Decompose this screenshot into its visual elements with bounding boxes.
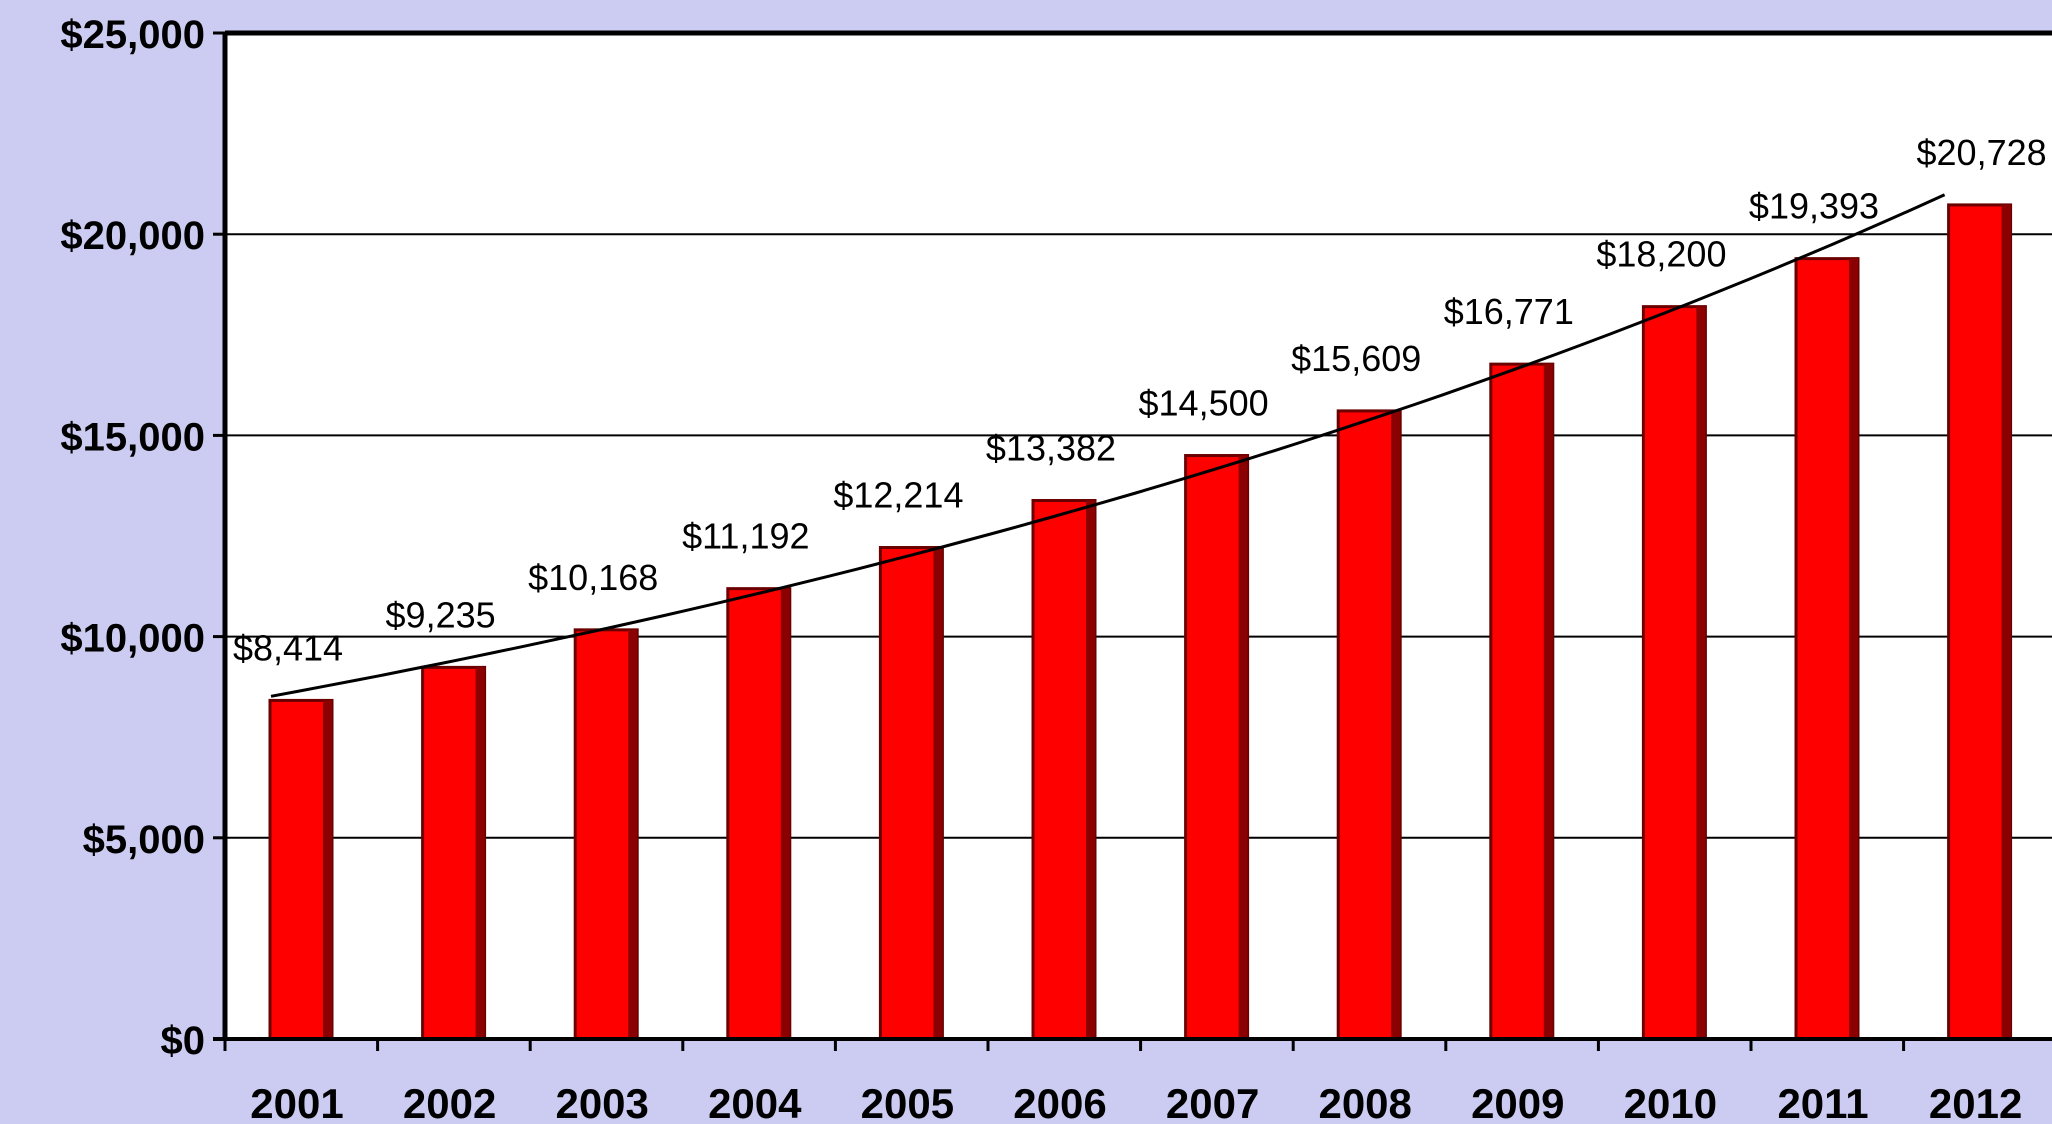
bar bbox=[1184, 454, 1250, 1041]
data-label: $11,192 bbox=[682, 516, 809, 557]
x-tick-label: 2002 bbox=[403, 1080, 496, 1124]
data-labels: $8,414 $9,235 $10,168 $11,192 $12,214 $13,382… bbox=[233, 132, 2047, 669]
data-label: $14,500 bbox=[1139, 383, 1269, 424]
bar-shade bbox=[475, 667, 485, 1039]
data-label: $9,235 bbox=[386, 594, 496, 635]
bars bbox=[268, 203, 2013, 1041]
data-label: $16,771 bbox=[1444, 291, 1574, 332]
bar bbox=[1794, 257, 1860, 1041]
y-axis-tick-labels: $0 $5,000 $10,000 $15,000 $20,000 $25,000 bbox=[60, 13, 205, 1063]
bar-shade bbox=[1543, 364, 1553, 1039]
data-label: $12,214 bbox=[833, 475, 963, 516]
bar bbox=[573, 628, 639, 1041]
bar bbox=[1489, 362, 1555, 1041]
plot-area bbox=[225, 33, 2052, 1039]
bar-shade bbox=[323, 700, 332, 1039]
y-tick-label: $5,000 bbox=[83, 818, 205, 862]
bar bbox=[421, 665, 487, 1041]
bar bbox=[1336, 409, 1402, 1041]
x-tick-label: 2001 bbox=[250, 1080, 343, 1124]
x-tick-label: 2008 bbox=[1318, 1080, 1411, 1124]
bar bbox=[1947, 203, 2013, 1041]
x-tick-label: 2007 bbox=[1166, 1080, 1259, 1124]
x-tick-label: 2005 bbox=[861, 1080, 954, 1124]
bar bbox=[878, 546, 944, 1041]
bar-shade bbox=[1696, 306, 1706, 1040]
bar-shade bbox=[1086, 500, 1095, 1040]
y-tick-label: $20,000 bbox=[60, 214, 205, 258]
data-label: $19,393 bbox=[1749, 186, 1879, 227]
data-label: $15,609 bbox=[1291, 338, 1421, 379]
bar-shade bbox=[780, 588, 790, 1039]
bar bbox=[1641, 305, 1707, 1041]
x-axis-tick-labels: 2001 2002 2003 2004 2005 2006 2007 2008 2009 2010… bbox=[250, 1080, 2022, 1124]
data-label: $8,414 bbox=[233, 627, 343, 668]
bar bbox=[726, 587, 792, 1041]
x-tick-label: 2011 bbox=[1777, 1080, 1868, 1124]
data-label: $10,168 bbox=[528, 557, 658, 598]
x-tick-label: 2003 bbox=[555, 1080, 648, 1124]
data-label: $20,728 bbox=[1917, 132, 2047, 173]
trendline bbox=[270, 193, 1946, 698]
x-tick-label: 2012 bbox=[1929, 1080, 2022, 1124]
bar bbox=[268, 698, 334, 1041]
x-tick-label: 2009 bbox=[1471, 1080, 1564, 1124]
bar-shade bbox=[628, 629, 638, 1039]
data-label: $18,200 bbox=[1596, 234, 1726, 275]
x-tick-label: 2004 bbox=[708, 1080, 802, 1124]
x-tick-label: 2010 bbox=[1624, 1080, 1717, 1124]
bar-shade bbox=[1849, 258, 1858, 1039]
gridlines bbox=[225, 30, 2052, 839]
x-tick-label: 2006 bbox=[1013, 1080, 1106, 1124]
bar-shade bbox=[933, 547, 943, 1039]
data-label: $13,382 bbox=[986, 428, 1116, 469]
bar bbox=[1031, 499, 1097, 1041]
y-tick-label: $15,000 bbox=[60, 415, 205, 459]
bar-shade bbox=[1238, 455, 1248, 1039]
y-tick-label: $25,000 bbox=[60, 13, 205, 57]
axes bbox=[213, 31, 2052, 1051]
bar-shade bbox=[2001, 204, 2011, 1039]
bar-shade bbox=[1391, 410, 1401, 1040]
y-tick-label: $10,000 bbox=[60, 617, 205, 661]
y-tick-label: $0 bbox=[161, 1019, 206, 1063]
